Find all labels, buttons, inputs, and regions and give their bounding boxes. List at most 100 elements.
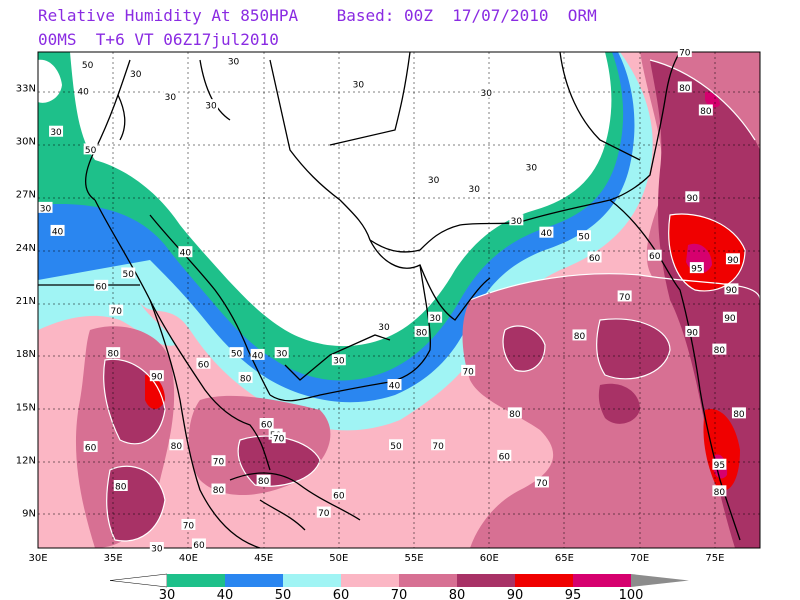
- colorbar-label: 70: [391, 588, 408, 600]
- contour-label: 40: [389, 382, 401, 392]
- contour-label-bg: [534, 476, 549, 488]
- contour-label-bg: [256, 474, 271, 486]
- contour-label-bg: [149, 370, 164, 382]
- contour-label: 80: [115, 483, 127, 493]
- contour-label: 50: [82, 61, 94, 71]
- contour-label: 80: [509, 410, 521, 420]
- contour-label: 80: [700, 107, 712, 117]
- contour-label-bg: [121, 267, 136, 279]
- contour-label: 80: [714, 346, 726, 356]
- contour-label-bg: [113, 480, 128, 491]
- contour-label: 30: [468, 185, 480, 195]
- contour-label: 90: [724, 314, 736, 324]
- contour-label-bg: [83, 143, 98, 155]
- contour-label-bg: [49, 125, 64, 137]
- latitude-label: 33N: [16, 83, 36, 94]
- colorbar-swatch: [515, 574, 573, 587]
- contour-label-bg: [524, 161, 539, 173]
- contour-label-bg: [698, 104, 713, 116]
- contour-label: 30: [228, 57, 240, 67]
- contour-label: 80: [258, 477, 270, 487]
- contour-label: 90: [726, 286, 738, 296]
- contour-label: 80: [416, 328, 428, 338]
- contour-label: 30: [50, 128, 62, 138]
- field-layer: [38, 52, 760, 548]
- colorbar-swatch: [341, 574, 399, 587]
- contour-label-bg: [428, 311, 443, 323]
- contour-label: 30: [276, 350, 288, 360]
- colorbar-swatch: [457, 574, 515, 587]
- contour-label-bg: [724, 283, 739, 295]
- contour-label: 30: [353, 80, 365, 90]
- contour-label: 30: [429, 314, 441, 324]
- contour-label: 80: [171, 442, 183, 452]
- contour-label-bg: [725, 253, 740, 265]
- contour-label: 80: [679, 84, 691, 94]
- colorbar-label: 100: [619, 588, 644, 600]
- contour-label-bg: [376, 320, 391, 332]
- contour-label-bg: [331, 354, 346, 366]
- contour-label: 30: [333, 357, 345, 367]
- colorbar-swatch: [225, 574, 283, 587]
- contour-label-bg: [203, 99, 218, 111]
- contour-labels: 30 30 30 30 30 30 30 30 30 30 30 30 30 30 30 30 50 50 50 50…: [38, 46, 746, 555]
- contour-label-bg: [431, 439, 446, 451]
- contour-label-bg: [226, 54, 241, 66]
- contour-label: 60: [499, 452, 511, 462]
- contour-label: 80: [714, 488, 726, 498]
- contour-label-bg: [351, 77, 366, 89]
- colorbar-label: 80: [449, 588, 466, 600]
- contour-label-bg: [689, 262, 704, 274]
- contour-label: 70: [110, 307, 122, 317]
- contour-label: 30: [151, 545, 163, 555]
- contour-label-bg: [259, 418, 274, 429]
- longitude-label: 55E: [405, 553, 424, 564]
- contour-label: 50: [578, 233, 590, 243]
- contour-label: 30: [205, 102, 217, 112]
- contour-label-bg: [274, 347, 289, 359]
- contour-label-bg: [461, 364, 476, 376]
- contour-label: 60: [261, 421, 273, 431]
- contour-label-bg: [169, 439, 184, 451]
- contour-label-bg: [539, 226, 554, 238]
- contour-label: 70: [318, 509, 330, 519]
- contour-label: 60: [649, 252, 661, 262]
- contour-label-bg: [572, 329, 587, 341]
- contour-label-bg: [387, 379, 402, 391]
- colorbar-low-arrow: [109, 573, 168, 588]
- longitude-label: 40E: [179, 553, 198, 564]
- colorbar-swatch: [399, 574, 457, 587]
- chart-title-line1: Relative Humidity At 850HPA Based: 00Z 1…: [38, 6, 597, 25]
- longitude-label: 45E: [254, 553, 273, 564]
- latitude-labels: 33N 30N 27N 24N 21N 18N 15N 12N 9N: [16, 83, 36, 519]
- latitude-label: 30N: [16, 137, 36, 148]
- contour-label-bg: [507, 407, 522, 419]
- contour-label-bg: [712, 458, 727, 470]
- contour-label-bg: [712, 485, 727, 497]
- latitude-label: 12N: [16, 455, 36, 466]
- contour-label: 30: [428, 176, 440, 186]
- colorbar-label: 40: [217, 588, 234, 600]
- contour-label-bg: [109, 304, 124, 316]
- contour-label: 40: [541, 229, 553, 239]
- chart-title-line2: 00MS T+6 VT 06Z17jul2010: [38, 30, 279, 49]
- contour-label: 60: [198, 360, 210, 370]
- map-border: [37, 51, 761, 549]
- contour-label-bg: [83, 441, 98, 453]
- contour-label-bg: [211, 483, 226, 495]
- contour-label: 50: [390, 442, 402, 452]
- contour-label: 90: [727, 256, 739, 266]
- contour-label: 30: [511, 217, 523, 227]
- contour-label: 70: [432, 442, 444, 452]
- longitude-label: 65E: [555, 553, 574, 564]
- contour-label: 30: [165, 93, 177, 103]
- colorbar: 30 40 50 60 70 80 90 95 100: [109, 573, 689, 600]
- contour-label-bg: [271, 432, 286, 444]
- contour-label-bg: [722, 311, 737, 323]
- contour-label: 60: [95, 282, 107, 292]
- contour-label: 80: [107, 350, 119, 360]
- contour-label-bg: [191, 538, 206, 550]
- contour-label-bg: [647, 249, 662, 261]
- colorbar-swatch: [573, 574, 631, 587]
